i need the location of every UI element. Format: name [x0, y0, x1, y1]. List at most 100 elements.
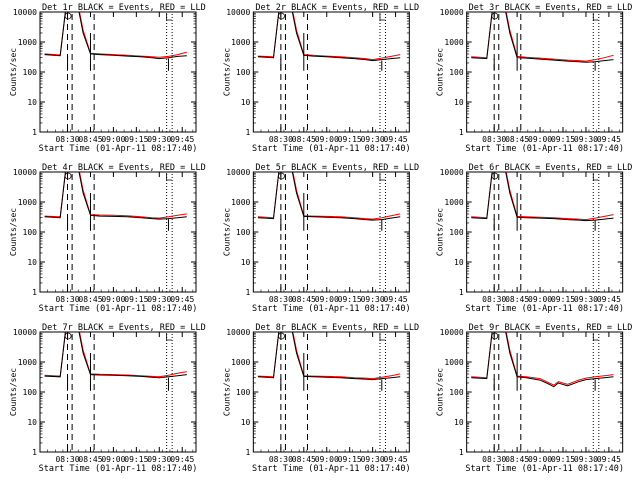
x-tick-label: 09:30 — [147, 135, 171, 144]
x-tick-label: 09:15 — [124, 135, 148, 144]
series-line — [471, 12, 614, 63]
saa-marker-icon — [491, 332, 499, 340]
y-tick-label: 10000 — [440, 168, 464, 177]
end-bracket-icon — [379, 13, 385, 21]
x-axis-label: Start Time (01-Apr-11 08:17:40) — [465, 304, 624, 314]
end-bracket-icon — [166, 173, 172, 181]
x-tick-label: 09:45 — [597, 295, 621, 304]
plot-panel-9: Det_9r BLACK = Events, RED = LLD 1 10 100 10… — [436, 323, 633, 474]
x-tick-label: 08:45 — [292, 295, 316, 304]
end-bracket-icon — [592, 13, 599, 21]
y-tick-label: 1000 — [231, 198, 250, 207]
x-axis-label: Start Time (01-Apr-11 08:17:40) — [252, 144, 411, 154]
y-tick-label: 1000 — [231, 38, 250, 47]
y-tick-label: 100 — [236, 68, 251, 77]
x-tick-label: 09:30 — [574, 135, 598, 144]
saa-marker-icon — [278, 12, 285, 20]
y-tick-label: 100 — [449, 388, 464, 397]
plot-panel-4: Det_4r BLACK = Events, RED = LLD 1 10 100 10… — [9, 163, 206, 314]
series-line — [44, 172, 187, 219]
plot-title: Det_5r BLACK = Events, RED = LLD — [255, 163, 419, 173]
y-tick-label: 1000 — [444, 38, 463, 47]
end-bracket-icon — [592, 333, 599, 341]
y-tick-label: 10 — [241, 98, 251, 107]
y-tick-label: 10000 — [440, 328, 464, 337]
x-tick-label: 09:00 — [101, 455, 125, 464]
y-tick-label: 100 — [236, 388, 251, 397]
x-tick-label: 09:30 — [361, 295, 385, 304]
plot-title: Det_9r BLACK = Events, RED = LLD — [469, 323, 633, 333]
plot-title: Det_8r BLACK = Events, RED = LLD — [255, 323, 419, 333]
x-tick-label: 09:30 — [147, 295, 171, 304]
plot-panel-5: Det_5r BLACK = Events, RED = LLD 1 10 100 10… — [222, 163, 419, 314]
x-tick-label: 08:45 — [505, 135, 529, 144]
y-tick-label: 1 — [246, 288, 251, 297]
x-axis-label: Start Time (01-Apr-11 08:17:40) — [39, 304, 198, 314]
y-tick-label: 10 — [454, 98, 464, 107]
x-tick-label: 09:00 — [101, 135, 125, 144]
x-tick-label: 08:45 — [292, 455, 316, 464]
series-line — [257, 12, 401, 61]
series-line — [44, 12, 187, 58]
x-axis-label: Start Time (01-Apr-11 08:17:40) — [465, 144, 624, 154]
x-axis-label: Start Time (01-Apr-11 08:17:40) — [252, 304, 411, 314]
x-tick-label: 09:45 — [170, 295, 194, 304]
y-tick-label: 10000 — [226, 8, 250, 17]
series-line — [257, 172, 401, 221]
y-axis-label: Counts/sec — [9, 48, 18, 96]
y-axis-label: Counts/sec — [9, 208, 18, 256]
end-bracket-icon — [592, 173, 599, 181]
x-tick-label: 09:30 — [361, 135, 385, 144]
x-axis-label: Start Time (01-Apr-11 08:17:40) — [39, 464, 198, 474]
y-tick-label: 10000 — [13, 8, 37, 17]
y-axis-label: Counts/sec — [222, 48, 231, 96]
y-tick-label: 100 — [23, 228, 38, 237]
x-tick-label: 09:15 — [338, 455, 362, 464]
series-line — [471, 172, 614, 222]
plot-panel-6: Det_6r BLACK = Events, RED = LLD 1 10 100 10… — [436, 163, 633, 314]
y-axis-label: Counts/sec — [222, 368, 231, 416]
x-tick-label: 09:15 — [338, 135, 362, 144]
x-tick-label: 08:45 — [505, 455, 529, 464]
x-tick-label: 09:00 — [315, 455, 339, 464]
y-tick-label: 10 — [241, 418, 251, 427]
x-tick-label: 09:00 — [101, 295, 125, 304]
series-group — [471, 12, 614, 71]
y-tick-label: 1 — [246, 448, 251, 457]
y-tick-label: 1000 — [18, 38, 37, 47]
y-tick-label: 1 — [459, 288, 464, 297]
y-tick-label: 1000 — [444, 358, 463, 367]
series-line — [471, 332, 614, 386]
series-group — [257, 332, 401, 391]
y-tick-label: 10 — [241, 258, 251, 267]
y-tick-label: 100 — [449, 228, 464, 237]
series-group — [44, 332, 187, 391]
series-group — [257, 172, 401, 231]
series-group — [257, 12, 401, 71]
x-tick-label: 08:30 — [269, 455, 293, 464]
y-tick-label: 100 — [236, 228, 251, 237]
y-tick-label: 1000 — [231, 358, 250, 367]
x-tick-label: 09:15 — [338, 295, 362, 304]
y-tick-label: 1 — [459, 448, 464, 457]
x-tick-label: 09:00 — [315, 135, 339, 144]
x-tick-label: 08:30 — [482, 295, 506, 304]
x-tick-label: 09:30 — [574, 455, 598, 464]
y-axis-label: Counts/sec — [222, 208, 231, 256]
series-group — [471, 172, 614, 231]
plot-panel-7: Det_7r BLACK = Events, RED = LLD 1 10 100 10… — [9, 323, 206, 474]
series-line — [257, 332, 401, 381]
plot-title: Det_2r BLACK = Events, RED = LLD — [255, 3, 419, 13]
x-tick-label: 08:30 — [55, 295, 79, 304]
x-axis-label: Start Time (01-Apr-11 08:17:40) — [252, 464, 411, 474]
x-tick-label: 09:45 — [170, 455, 194, 464]
plot-title: Det_6r BLACK = Events, RED = LLD — [469, 163, 633, 173]
x-tick-label: 09:30 — [147, 455, 171, 464]
x-tick-label: 09:00 — [528, 135, 552, 144]
y-axis-label: Counts/sec — [9, 368, 18, 416]
y-tick-label: 1 — [459, 128, 464, 137]
y-tick-label: 10 — [454, 418, 464, 427]
x-tick-label: 08:45 — [78, 455, 102, 464]
